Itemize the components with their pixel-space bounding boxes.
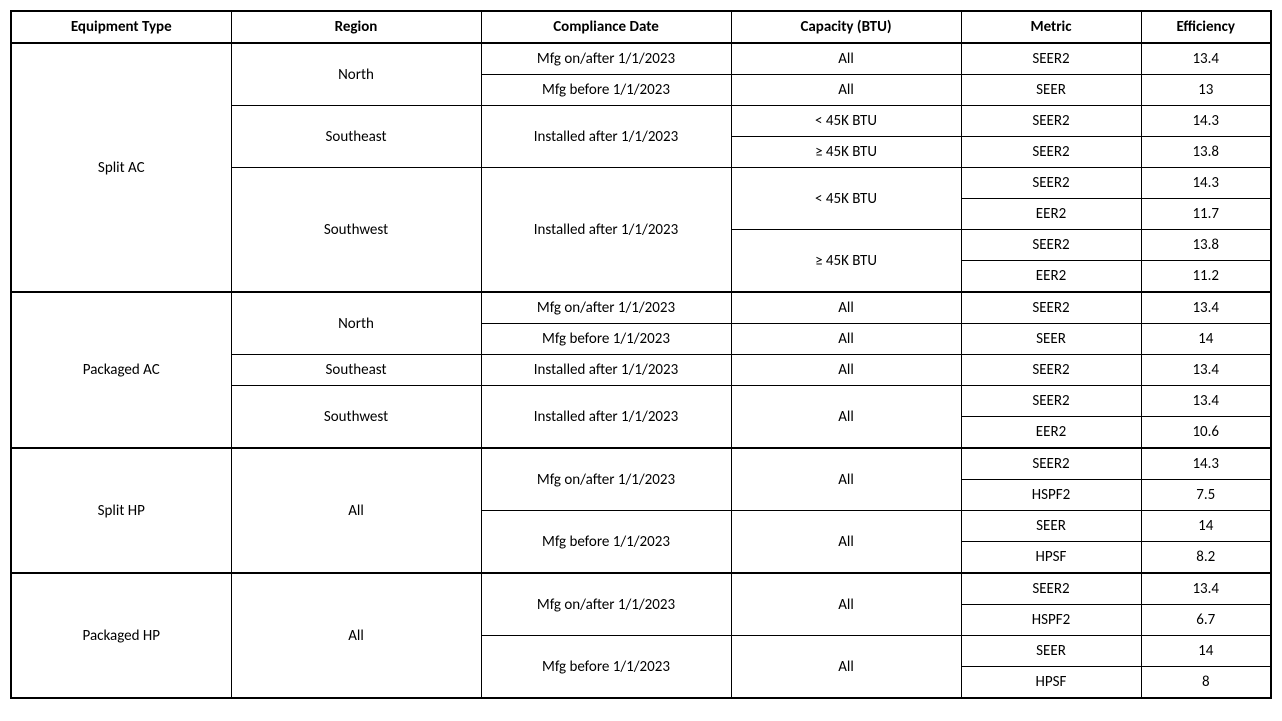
cell-compliance: Mfg on/after 1/1/2023 — [481, 573, 731, 636]
header-metric: Metric — [961, 11, 1141, 43]
cell-capacity: All — [731, 355, 961, 386]
table-header-row: Equipment Type Region Compliance Date Ca… — [11, 11, 1271, 43]
table-row: Packaged HP All Mfg on/after 1/1/2023 Al… — [11, 573, 1271, 605]
cell-metric: SEER — [961, 324, 1141, 355]
cell-metric: HSPF2 — [961, 605, 1141, 636]
cell-metric: EER2 — [961, 417, 1141, 449]
cell-efficiency: 13.4 — [1141, 43, 1271, 75]
header-equipment: Equipment Type — [11, 11, 231, 43]
cell-metric: SEER2 — [961, 573, 1141, 605]
cell-metric: SEER2 — [961, 386, 1141, 417]
cell-efficiency: 10.6 — [1141, 417, 1271, 449]
cell-compliance: Mfg before 1/1/2023 — [481, 75, 731, 106]
cell-metric: HPSF — [961, 542, 1141, 574]
cell-capacity: All — [731, 511, 961, 574]
cell-region: Southwest — [231, 168, 481, 293]
cell-efficiency: 8.2 — [1141, 542, 1271, 574]
cell-metric: EER2 — [961, 199, 1141, 230]
cell-efficiency: 6.7 — [1141, 605, 1271, 636]
cell-efficiency: 14.3 — [1141, 168, 1271, 199]
cell-efficiency: 8 — [1141, 667, 1271, 699]
cell-metric: SEER — [961, 511, 1141, 542]
cell-metric: EER2 — [961, 261, 1141, 293]
cell-metric: SEER2 — [961, 43, 1141, 75]
cell-compliance: Installed after 1/1/2023 — [481, 355, 731, 386]
cell-capacity: All — [731, 573, 961, 636]
cell-metric: SEER2 — [961, 292, 1141, 324]
header-region: Region — [231, 11, 481, 43]
header-capacity: Capacity (BTU) — [731, 11, 961, 43]
cell-efficiency: 14 — [1141, 636, 1271, 667]
cell-compliance: Installed after 1/1/2023 — [481, 386, 731, 449]
cell-metric: SEER2 — [961, 448, 1141, 480]
cell-region: All — [231, 448, 481, 573]
cell-metric: HPSF — [961, 667, 1141, 699]
cell-compliance: Mfg on/after 1/1/2023 — [481, 43, 731, 75]
cell-compliance: Installed after 1/1/2023 — [481, 106, 731, 168]
cell-efficiency: 13.8 — [1141, 137, 1271, 168]
cell-capacity: < 45K BTU — [731, 106, 961, 137]
cell-compliance: Mfg before 1/1/2023 — [481, 324, 731, 355]
cell-capacity: ≥ 45K BTU — [731, 137, 961, 168]
cell-capacity: ≥ 45K BTU — [731, 230, 961, 293]
cell-metric: SEER2 — [961, 106, 1141, 137]
cell-equipment: Packaged AC — [11, 292, 231, 448]
cell-efficiency: 11.7 — [1141, 199, 1271, 230]
cell-metric: HSPF2 — [961, 480, 1141, 511]
cell-efficiency: 13.4 — [1141, 386, 1271, 417]
cell-capacity: All — [731, 43, 961, 75]
table-row: Split AC North Mfg on/after 1/1/2023 All… — [11, 43, 1271, 75]
cell-efficiency: 11.2 — [1141, 261, 1271, 293]
efficiency-standards-table: Equipment Type Region Compliance Date Ca… — [10, 10, 1272, 699]
cell-metric: SEER — [961, 75, 1141, 106]
cell-efficiency: 14 — [1141, 511, 1271, 542]
cell-efficiency: 13 — [1141, 75, 1271, 106]
cell-capacity: All — [731, 75, 961, 106]
cell-capacity: All — [731, 292, 961, 324]
cell-equipment: Packaged HP — [11, 573, 231, 698]
cell-compliance: Mfg before 1/1/2023 — [481, 636, 731, 699]
cell-metric: SEER2 — [961, 168, 1141, 199]
table-row: Split HP All Mfg on/after 1/1/2023 All S… — [11, 448, 1271, 480]
cell-capacity: < 45K BTU — [731, 168, 961, 230]
header-compliance: Compliance Date — [481, 11, 731, 43]
cell-capacity: All — [731, 324, 961, 355]
header-efficiency: Efficiency — [1141, 11, 1271, 43]
cell-equipment: Split AC — [11, 43, 231, 292]
cell-efficiency: 13.8 — [1141, 230, 1271, 261]
cell-region: North — [231, 43, 481, 106]
cell-efficiency: 13.4 — [1141, 573, 1271, 605]
cell-capacity: All — [731, 636, 961, 699]
cell-efficiency: 14.3 — [1141, 448, 1271, 480]
cell-compliance: Mfg before 1/1/2023 — [481, 511, 731, 574]
cell-region: North — [231, 292, 481, 355]
cell-efficiency: 14 — [1141, 324, 1271, 355]
cell-region: All — [231, 573, 481, 698]
cell-metric: SEER2 — [961, 137, 1141, 168]
cell-metric: SEER2 — [961, 230, 1141, 261]
cell-capacity: All — [731, 448, 961, 511]
cell-efficiency: 13.4 — [1141, 355, 1271, 386]
cell-efficiency: 13.4 — [1141, 292, 1271, 324]
cell-region: Southwest — [231, 386, 481, 449]
cell-metric: SEER — [961, 636, 1141, 667]
cell-compliance: Mfg on/after 1/1/2023 — [481, 448, 731, 511]
cell-region: Southeast — [231, 355, 481, 386]
cell-efficiency: 14.3 — [1141, 106, 1271, 137]
cell-compliance: Installed after 1/1/2023 — [481, 168, 731, 293]
cell-equipment: Split HP — [11, 448, 231, 573]
table-row: Packaged AC North Mfg on/after 1/1/2023 … — [11, 292, 1271, 324]
cell-capacity: All — [731, 386, 961, 449]
cell-metric: SEER2 — [961, 355, 1141, 386]
cell-efficiency: 7.5 — [1141, 480, 1271, 511]
cell-compliance: Mfg on/after 1/1/2023 — [481, 292, 731, 324]
cell-region: Southeast — [231, 106, 481, 168]
